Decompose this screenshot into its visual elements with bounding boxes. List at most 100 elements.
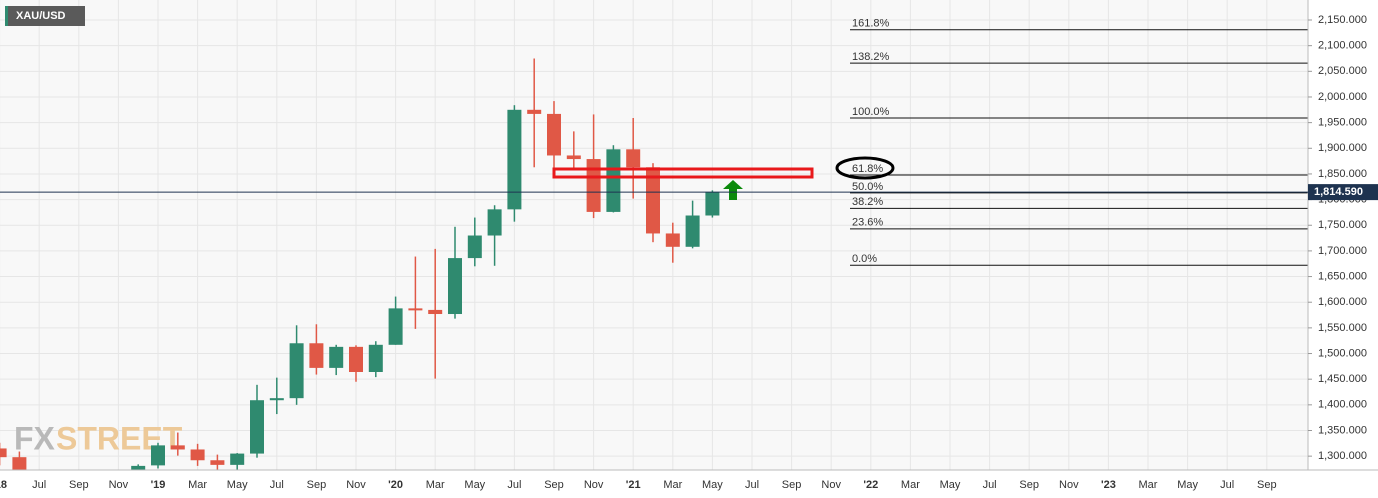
candle-body [329,346,344,368]
candle-body [527,109,542,114]
fibonacci: 161.8% 138.2% 100.0% 61.8% 50.0% 38.2% 23.6% 0.… [850,18,1308,266]
candle-body [210,460,225,465]
grid [0,0,1308,470]
candle-body [250,400,264,454]
y-tick-label: 2,000.000 [1318,91,1367,103]
candle-body [606,149,621,212]
highlight-ellipse [835,156,895,180]
symbol-box [5,6,85,26]
x-tick-label: Sep [544,479,564,491]
candle-body [151,445,165,466]
fib-label: 0.0% [852,253,877,265]
fib-label: 50.0% [852,181,883,193]
x-tick-label: Jul [507,479,521,491]
x-tick-label: '23 [1101,479,1116,491]
x-tick-label: Mar [663,479,682,491]
candle-body [566,155,581,160]
y-tick-label: 1,700.000 [1318,245,1367,257]
x-tick-label: Jul [745,479,759,491]
x-tick-label: Mar [901,479,920,491]
watermark-fx: FX [14,420,56,456]
candle-body [646,167,660,234]
candle-body [309,343,324,368]
y-tick-label: 1,650.000 [1318,270,1367,282]
candle-body [12,457,27,470]
y-tick-label: 1,900.000 [1318,142,1367,154]
y-tick-label: 2,050.000 [1318,65,1367,77]
y-tick-label: 2,100.000 [1318,40,1367,52]
symbol-marker [5,6,8,26]
x-tick-label: '19 [151,479,166,491]
candle-body [467,235,482,259]
y-tick-label: 1,500.000 [1318,347,1367,359]
x-tick-label: Nov [346,479,366,491]
candle-body [289,343,304,399]
candle-body [665,233,680,247]
fib-label: 61.8% [852,163,883,175]
candle-body [685,215,700,247]
candle-body [408,308,423,311]
x-tick-label: Jul [983,479,997,491]
x-tick-label: Sep [307,479,327,491]
y-tick-label: 1,600.000 [1318,296,1367,308]
candle-body [626,149,641,168]
candle-body [0,448,7,458]
last-price-label: 1,814.590 [1314,186,1363,198]
x-tick-label: Sep [69,479,89,491]
x-tick-label: Nov [584,479,604,491]
x-tick-label: Jul [270,479,284,491]
y-tick-label: 1,950.000 [1318,117,1367,129]
y-tick-label: 2,150.000 [1318,14,1367,26]
resistance-zone [552,167,814,179]
candle-body [368,344,383,372]
x-tick-label: May [702,479,723,491]
candle-body [428,309,443,315]
y-tick-label: 1,750.000 [1318,219,1367,231]
candle-body [586,159,601,212]
x-tick-label: '18 [0,479,7,491]
up-arrow [723,180,743,200]
x-tick-label: Nov [1059,479,1079,491]
x-tick-label: '22 [863,479,878,491]
x-tick-label: May [940,479,961,491]
x-tick-label: Mar [1139,479,1158,491]
candle-body [349,346,363,372]
candle-body [388,308,403,345]
x-tick-label: '21 [626,479,641,491]
x-tick-label: May [464,479,485,491]
plot-background [0,0,1308,470]
x-tick-label: Mar [188,479,207,491]
fib-label: 23.6% [852,217,883,229]
candle-body [487,209,502,236]
x-tick-label: Jul [32,479,46,491]
y-tick-label: 1,450.000 [1318,373,1367,385]
x-tick-label: May [1177,479,1198,491]
axes: 1,300.000 1,350.000 1,400.000 1,450.000 1,50… [0,14,1378,491]
y-tick-label: 1,350.000 [1318,424,1367,436]
x-tick-label: May [227,479,248,491]
y-tick-label: 1,400.000 [1318,399,1367,411]
fib-label: 100.0% [852,106,890,118]
candle-body [705,191,720,216]
symbol: XAU/USD [16,10,66,22]
candle-body [170,445,185,450]
candle-body [131,465,146,470]
fib-label: 138.2% [852,51,890,63]
x-tick-label: '20 [388,479,403,491]
x-tick-label: Nov [821,479,841,491]
fib-label: 161.8% [852,18,890,30]
candle-body [547,113,561,156]
x-tick-label: Mar [426,479,445,491]
fib-label: 38.2% [852,196,883,208]
x-tick-label: Nov [109,479,129,491]
y-tick-label: 1,300.000 [1318,450,1367,462]
watermark: FX STREET [14,420,183,456]
last-price-box [1308,184,1378,201]
candle-body [448,258,462,315]
x-tick-label: Sep [1019,479,1039,491]
x-tick-label: Jul [1220,479,1234,491]
y-tick-label: 1,850.000 [1318,168,1367,180]
x-tick-label: Sep [1257,479,1277,491]
candles [0,58,720,470]
